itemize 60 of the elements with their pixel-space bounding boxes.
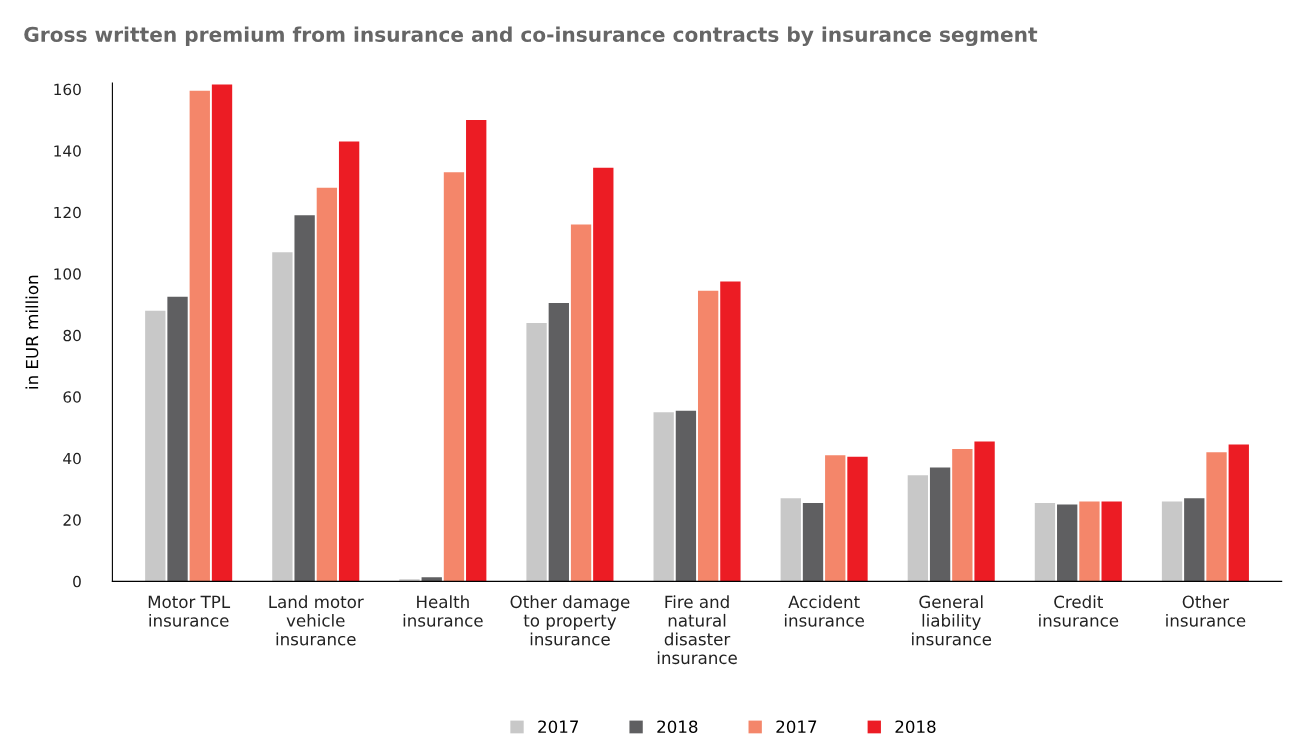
x-tick-label: Land motor vehicle insurance <box>269 595 364 646</box>
bar <box>697 290 719 582</box>
y-tick-label: 80 <box>63 329 81 342</box>
y-tick-label: 60 <box>63 391 81 403</box>
x-tick-label: Credit insurance <box>1039 595 1119 627</box>
bar <box>421 577 442 582</box>
bar <box>167 296 188 582</box>
bar <box>1184 498 1205 582</box>
bar <box>593 167 614 582</box>
legend-label: 2017 <box>776 720 817 733</box>
x-tick-label: Fire and natural disaster insurance <box>657 595 737 665</box>
bar <box>1079 501 1100 582</box>
bar <box>907 475 929 582</box>
bar <box>211 84 233 582</box>
x-tick-label: Health insurance <box>403 595 483 627</box>
bar <box>316 187 338 582</box>
bar <box>653 412 674 582</box>
y-tick-label: 140 <box>54 145 81 157</box>
bar <box>825 455 846 582</box>
bar <box>526 322 547 582</box>
x-tick-label: Motor TPL insurance <box>148 595 231 627</box>
legend-label: 2017 <box>538 720 579 733</box>
bar <box>929 467 951 582</box>
bar <box>548 302 569 582</box>
bar <box>1101 501 1122 582</box>
chart-title: Gross written premium from insurance and co-insurance contracts by insurance segment <box>24 26 1038 47</box>
y-tick-label: 160 <box>54 83 81 96</box>
bar <box>1161 501 1183 582</box>
bar <box>974 441 995 582</box>
bar <box>802 502 824 582</box>
y-tick-label: 120 <box>54 206 81 219</box>
bar <box>466 119 487 582</box>
bar <box>1057 504 1078 582</box>
y-tick-label: 40 <box>63 452 81 465</box>
bar <box>399 579 420 582</box>
y-axis-title: in EUR million <box>25 275 39 389</box>
bar <box>1034 502 1056 582</box>
y-tick-label: 20 <box>63 514 81 526</box>
y-tick-label: 100 <box>54 268 81 280</box>
legend-label: 2018 <box>895 720 936 733</box>
x-tick-label: Other insurance <box>1166 595 1246 627</box>
bar <box>338 141 360 582</box>
bar <box>189 90 210 582</box>
x-tick-label: Other damage to property insurance <box>510 595 630 646</box>
bar <box>570 224 592 582</box>
bar <box>1206 452 1227 582</box>
x-tick-label: General liability insurance <box>912 595 992 646</box>
bar <box>847 456 868 582</box>
bar <box>675 410 697 582</box>
legend-label: 2018 <box>657 720 698 733</box>
bar <box>780 498 801 582</box>
bar <box>952 449 973 582</box>
bar <box>145 310 166 582</box>
bar <box>294 215 315 582</box>
bar <box>443 172 465 582</box>
bar <box>1228 444 1249 582</box>
x-tick-label: Accident insurance <box>784 595 864 627</box>
y-tick-label: 0 <box>73 575 81 588</box>
bar <box>272 252 293 582</box>
bar <box>720 281 741 582</box>
